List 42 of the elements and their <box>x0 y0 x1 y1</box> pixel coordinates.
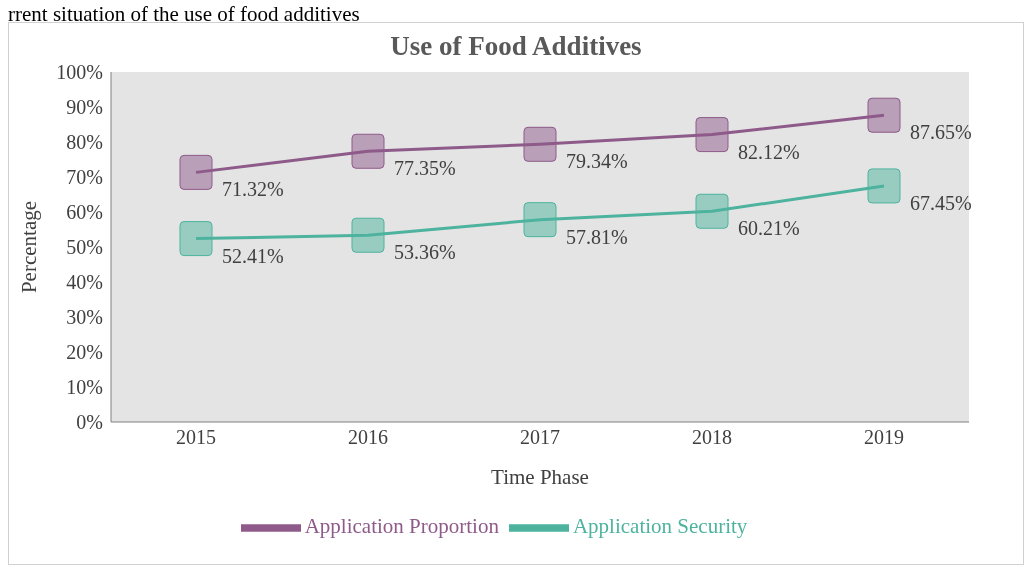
point <box>351 133 385 169</box>
data-label: 79.34% <box>566 150 628 173</box>
data-label: 77.35% <box>394 157 456 180</box>
point <box>179 221 213 257</box>
point <box>695 193 729 229</box>
y-tick-label: 50% <box>66 236 103 259</box>
data-label: 87.65% <box>910 121 972 144</box>
text: rrent situation of the use of food additives <box>8 2 360 27</box>
x-tick-label: 2018 <box>692 426 732 449</box>
y-tick-label: 70% <box>66 166 103 189</box>
chart-title: Use of Food Additives <box>389 31 643 62</box>
point <box>523 126 557 162</box>
point <box>179 154 213 190</box>
legend-label: Application Security <box>572 513 748 538</box>
x-tick-label: 2017 <box>520 426 560 449</box>
y-tick-label: 90% <box>66 96 103 119</box>
data-label: 71.32% <box>222 178 284 201</box>
point <box>695 117 729 153</box>
y-axis-title: Percentage <box>17 200 42 294</box>
y-tick-label: 100% <box>56 61 103 84</box>
x-tick-label: 2015 <box>176 426 216 449</box>
data-label: 60.21% <box>738 217 800 240</box>
data-label: 57.81% <box>566 225 628 248</box>
y-tick-label: 10% <box>66 376 103 399</box>
point <box>351 217 385 253</box>
point <box>867 168 901 204</box>
point <box>867 97 901 133</box>
data-label: 67.45% <box>910 191 972 214</box>
x-axis-title: Time Phase <box>491 465 589 489</box>
point <box>523 202 557 238</box>
x-tick-label: 2019 <box>864 426 904 449</box>
y-tick-label: 30% <box>66 306 103 329</box>
data-label: 53.36% <box>394 241 456 264</box>
y-tick-label: 0% <box>76 411 103 434</box>
y-tick-label: 40% <box>66 271 103 294</box>
y-tick-label: 60% <box>66 201 103 224</box>
x-tick-label: 2016 <box>348 426 388 449</box>
y-tick-label: 20% <box>66 341 103 364</box>
legend-label: Application Proportion <box>304 513 499 538</box>
data-label: 82.12% <box>738 140 800 163</box>
data-label: 52.41% <box>222 244 284 267</box>
y-tick-label: 80% <box>66 131 103 154</box>
